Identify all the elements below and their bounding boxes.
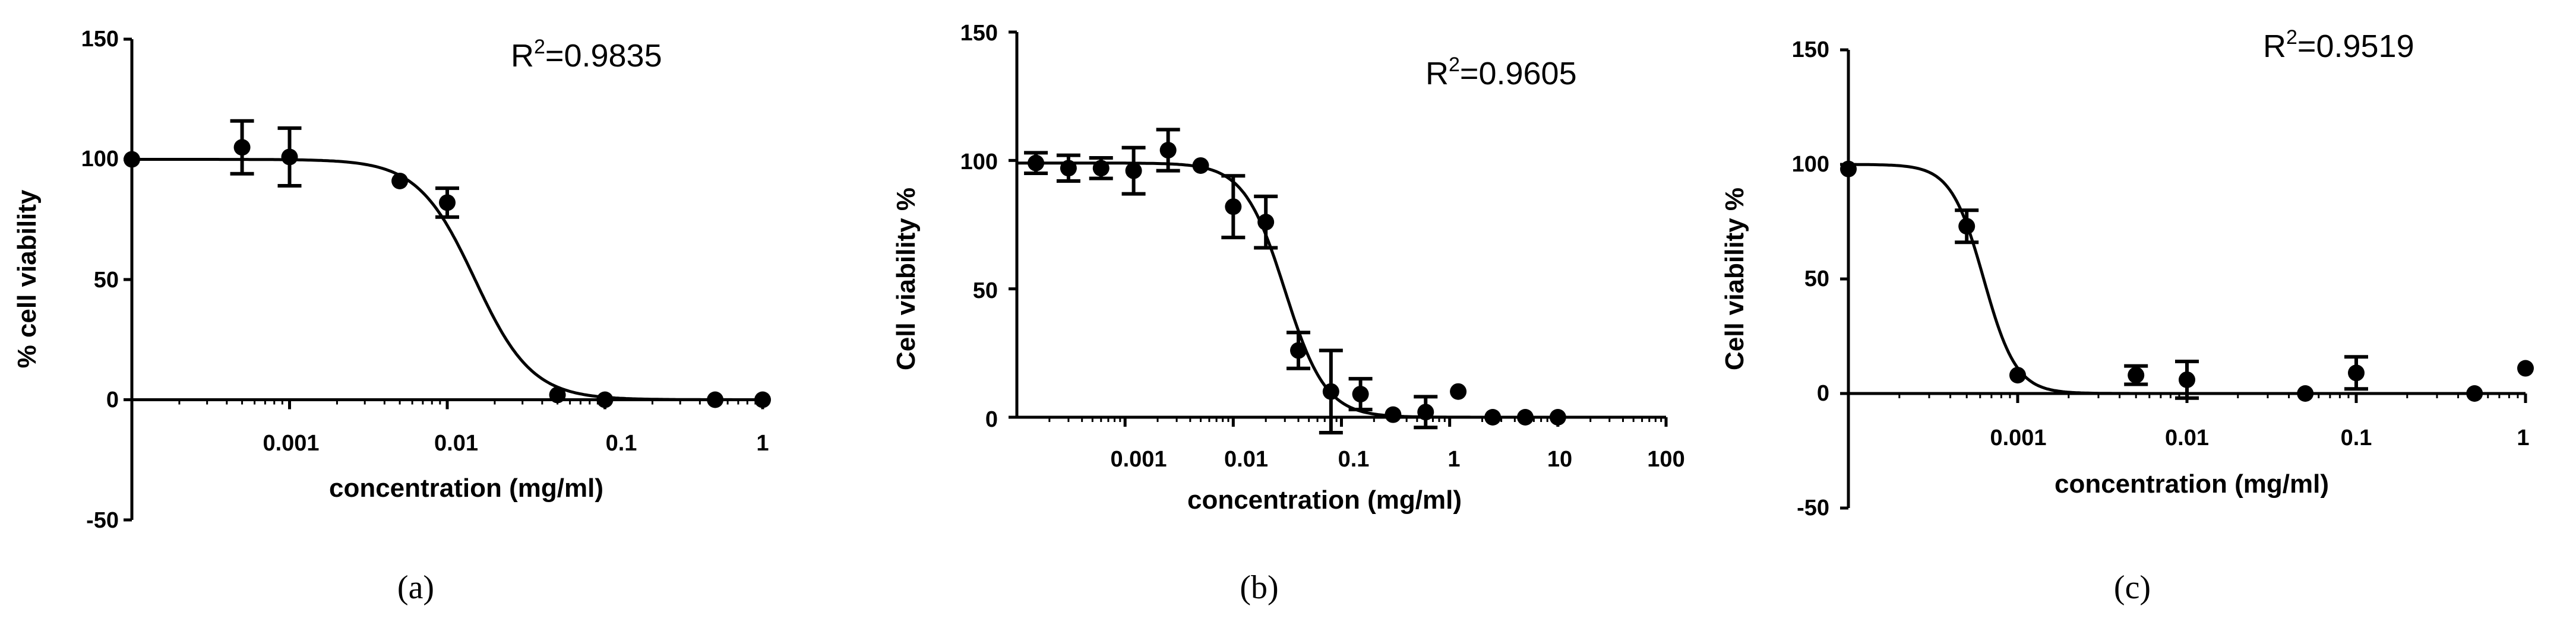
data-point — [1516, 409, 1534, 426]
x-axis-title-b: concentration (mg/ml) — [1187, 485, 1462, 515]
data-point — [2517, 360, 2534, 377]
panel-label-a: (a) — [397, 569, 434, 606]
panel-label-c: (c) — [2114, 569, 2151, 606]
data-point — [1958, 218, 1976, 235]
data-point — [2466, 385, 2483, 402]
x-tick-label-b-0.1: 0.1 — [1338, 447, 1370, 472]
y-axis-title-c: Cell viability % — [1720, 188, 1749, 370]
data-point — [1092, 160, 1110, 177]
data-point — [2128, 367, 2145, 384]
data-point — [124, 151, 140, 168]
x-tick-label-c-0.1: 0.1 — [2341, 426, 2372, 450]
data-point — [233, 139, 251, 156]
fit-curve — [132, 158, 763, 401]
data-point — [2297, 385, 2314, 402]
data-point — [439, 194, 456, 211]
x-tick-label-c-0.01: 0.01 — [2165, 426, 2209, 450]
y-tick-label-b-100: 100 — [960, 150, 998, 174]
data-point — [549, 386, 566, 404]
data-point — [1028, 154, 1045, 172]
y-axis-title-b: Cell viability % — [892, 188, 921, 370]
x-tick-label-b-1: 1 — [1447, 447, 1460, 472]
data-point — [1549, 409, 1566, 426]
y-tick-label-a-50: 50 — [94, 268, 119, 293]
r-squared-a: R2=0.9835 — [511, 36, 662, 74]
x-tick-label-a-0.01: 0.01 — [434, 431, 478, 456]
fit-curve — [1017, 161, 1666, 419]
data-point — [1159, 142, 1177, 159]
r-squared-b: R2=0.9605 — [1426, 53, 1577, 91]
data-point — [1385, 406, 1402, 423]
data-point — [1060, 160, 1077, 177]
y-axis-title-a: % cell viability — [12, 189, 42, 368]
y-tick-label-c-150: 150 — [1792, 37, 1829, 62]
data-point — [1484, 409, 1502, 426]
y-tick-label-a-100: 100 — [81, 147, 119, 172]
r-squared-c: R2=0.9519 — [2263, 26, 2414, 64]
x-tick-label-b-0.01: 0.01 — [1224, 447, 1268, 472]
x-tick-label-c-0.001: 0.001 — [1990, 426, 2046, 450]
panel-a: % cell viability 150 100 50 0 -50 0.001 … — [12, 27, 771, 606]
y-tick-label-c-50: 50 — [1804, 266, 1829, 291]
x-axis-title-a: concentration (mg/ml) — [329, 474, 603, 503]
fit-curve — [1848, 163, 2526, 395]
panel-b: Cell viability % 150 100 50 0 0.001 0.01… — [892, 21, 1685, 606]
data-point — [391, 172, 409, 189]
data-point — [1322, 383, 1339, 400]
data-point — [1125, 162, 1142, 179]
data-point — [1290, 342, 1307, 359]
data-point — [754, 391, 771, 408]
y-tick-label-c-100: 100 — [1792, 152, 1829, 177]
x-axis-title-c: concentration (mg/ml) — [2055, 469, 2329, 499]
panel-label-b: (b) — [1240, 569, 1278, 606]
data-point — [1450, 383, 1467, 400]
data-point — [596, 391, 614, 408]
x-tick-label-c-1: 1 — [2517, 426, 2529, 450]
x-tick-label-a-1: 1 — [756, 431, 769, 456]
x-tick-label-a-0.001: 0.001 — [263, 431, 319, 456]
data-point — [2009, 367, 2026, 384]
data-point — [281, 148, 298, 166]
data-point — [2179, 371, 2195, 388]
data-point — [1840, 160, 1857, 177]
y-tick-label-a-150: 150 — [81, 27, 119, 52]
data-point — [1352, 386, 1369, 403]
panel-c: Cell viability % 150 100 50 0 -50 0.001 … — [1720, 26, 2534, 606]
y-tick-label-c-neg50: -50 — [1797, 496, 1829, 521]
data-point — [1225, 198, 1242, 215]
data-point — [707, 391, 724, 408]
y-tick-label-a-neg50: -50 — [86, 508, 119, 533]
data-point — [1257, 214, 1275, 231]
y-tick-label-b-150: 150 — [960, 21, 998, 46]
data-point — [1192, 157, 1209, 174]
y-tick-label-b-0: 0 — [985, 407, 998, 432]
y-tick-label-c-0: 0 — [1817, 381, 1829, 406]
x-tick-label-b-0.001: 0.001 — [1110, 447, 1167, 472]
x-tick-label-a-0.1: 0.1 — [606, 431, 637, 456]
x-tick-label-b-100: 100 — [1647, 447, 1684, 472]
data-point — [2348, 364, 2365, 382]
y-tick-label-a-0: 0 — [106, 388, 119, 412]
y-tick-label-b-50: 50 — [973, 278, 998, 303]
data-point — [1417, 404, 1434, 421]
x-tick-label-b-10: 10 — [1547, 447, 1572, 472]
